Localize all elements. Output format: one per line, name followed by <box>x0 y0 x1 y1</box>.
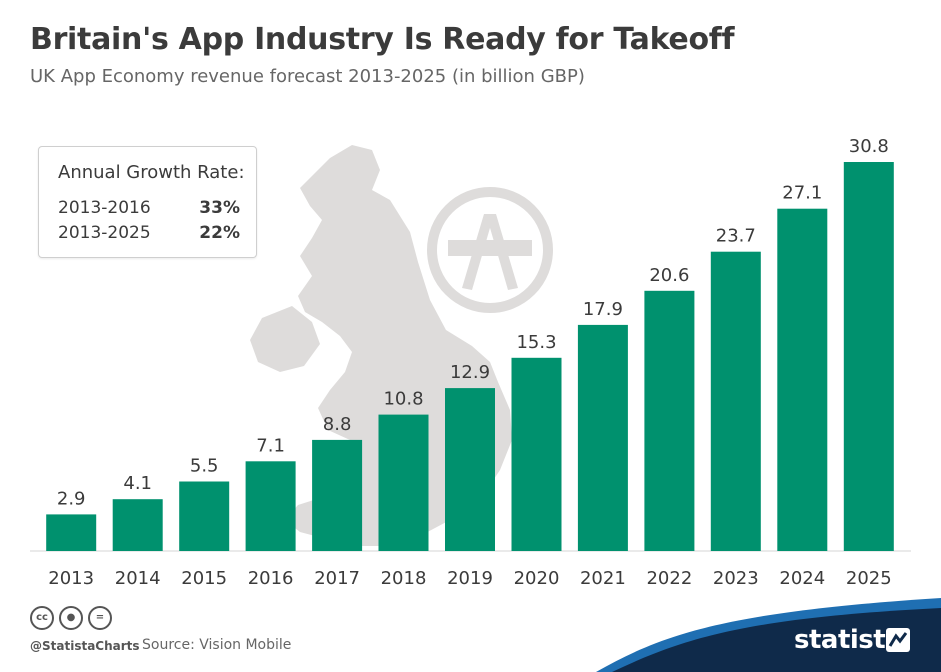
attribution-icon: ● <box>59 606 83 630</box>
bar-2019 <box>445 388 495 551</box>
data-label-2024: 27.1 <box>782 183 822 204</box>
x-tick-label-2025: 2025 <box>846 568 892 589</box>
chart-title: Britain's App Industry Is Ready for Take… <box>30 22 735 57</box>
source-note: Source: Vision Mobile <box>142 637 292 653</box>
growth-rate: 33% <box>199 198 240 218</box>
data-label-2014: 4.1 <box>123 473 152 494</box>
bar-2023 <box>710 251 761 551</box>
no-derivatives-icon: = <box>88 606 112 630</box>
growth-rate: 22% <box>199 223 240 243</box>
growth-row: 2013-2025 22% <box>58 223 240 243</box>
data-label-2023: 23.7 <box>716 226 756 247</box>
x-tick-label-2023: 2023 <box>713 568 759 589</box>
data-label-2019: 12.9 <box>450 362 490 383</box>
bar-2022 <box>644 290 695 551</box>
x-tick-label-2021: 2021 <box>580 568 626 589</box>
bar-2016 <box>245 461 296 551</box>
bar-2021 <box>577 324 628 551</box>
statista-logo[interactable]: statista <box>794 625 903 655</box>
bar-2020 <box>511 357 562 551</box>
x-tick-label-2015: 2015 <box>181 568 227 589</box>
data-label-2013: 2.9 <box>57 488 86 509</box>
x-tick-label-2013: 2013 <box>48 568 94 589</box>
statista-logo-icon <box>886 628 910 652</box>
statista-handle: @StatistaCharts <box>30 639 140 653</box>
growth-period: 2013-2016 <box>58 198 151 218</box>
data-label-2016: 7.1 <box>256 435 285 456</box>
data-label-2025: 30.8 <box>849 136 889 157</box>
bar-2017 <box>312 439 363 551</box>
x-tick-label-2016: 2016 <box>248 568 294 589</box>
data-label-2022: 20.6 <box>649 265 689 286</box>
x-tick-label-2024: 2024 <box>779 568 825 589</box>
data-label-2018: 10.8 <box>383 389 423 410</box>
bar-2014 <box>112 499 163 551</box>
x-tick-label-2020: 2020 <box>514 568 560 589</box>
bar-2013 <box>46 514 97 551</box>
data-label-2021: 17.9 <box>583 299 623 320</box>
bar-2025 <box>843 162 894 551</box>
data-label-2017: 8.8 <box>323 414 352 435</box>
data-label-2020: 15.3 <box>516 332 556 353</box>
growth-box-title: Annual Growth Rate: <box>58 162 245 183</box>
x-tick-label-2018: 2018 <box>381 568 427 589</box>
bar-2018 <box>378 414 429 551</box>
creative-commons-icon: cc <box>30 606 54 630</box>
growth-rate-box: Annual Growth Rate: 2013-2016 33% 2013-2… <box>38 146 257 258</box>
app-store-icon <box>427 187 553 313</box>
x-tick-label-2017: 2017 <box>314 568 360 589</box>
x-tick-label-2019: 2019 <box>447 568 493 589</box>
data-label-2015: 5.5 <box>190 456 219 477</box>
bar-2015 <box>179 481 230 551</box>
x-tick-label-2014: 2014 <box>115 568 161 589</box>
bar-2024 <box>777 208 828 551</box>
x-tick-label-2022: 2022 <box>646 568 692 589</box>
growth-period: 2013-2025 <box>58 223 151 243</box>
growth-row: 2013-2016 33% <box>58 198 240 218</box>
chart-subtitle: UK App Economy revenue forecast 2013-202… <box>30 66 585 87</box>
